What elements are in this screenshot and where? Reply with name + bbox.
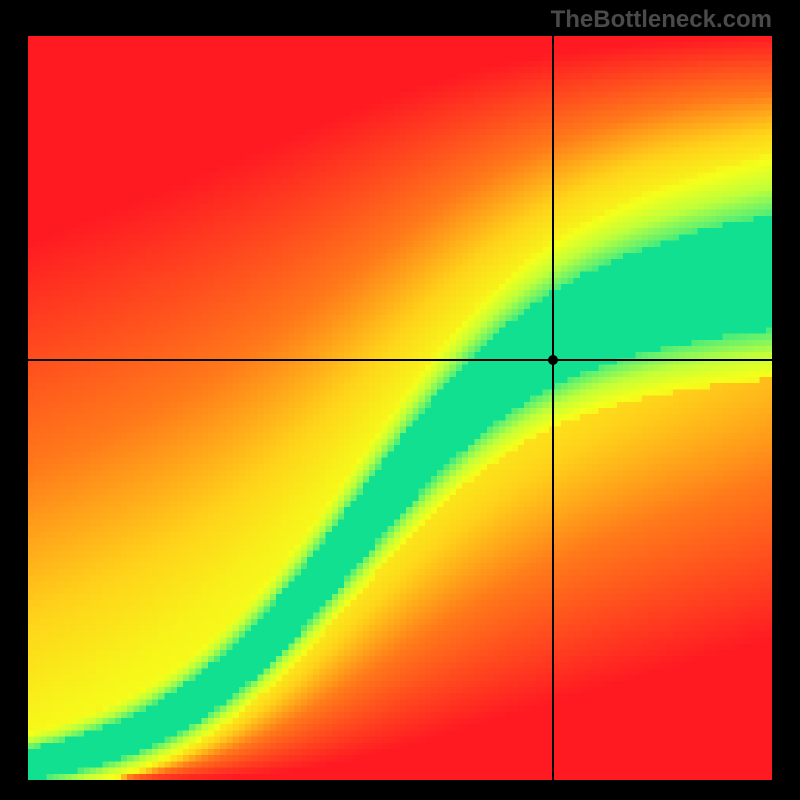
crosshair-marker	[548, 355, 558, 365]
chart-container: { "chart": { "type": "heatmap", "plot": …	[0, 0, 800, 800]
watermark-text: TheBottleneck.com	[551, 6, 772, 34]
crosshair-vertical	[552, 36, 554, 780]
crosshair-horizontal	[28, 359, 772, 361]
bottleneck-heatmap	[28, 36, 772, 780]
